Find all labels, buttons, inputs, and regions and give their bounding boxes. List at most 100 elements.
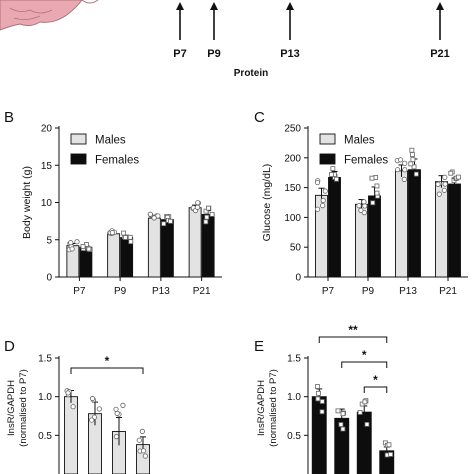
significance-label: * [362,348,367,362]
legend-label: Females [95,155,139,167]
data-point [161,221,167,227]
data-point [320,197,326,203]
data-point [315,384,320,389]
y-tick-label: 250 [284,124,301,135]
x-tick-label: P7 [322,286,335,297]
data-point [314,206,321,212]
bar [355,203,368,278]
y-axis-label: Glucose (mg/dL) [261,164,273,242]
data-point [206,205,211,211]
data-point [142,453,148,459]
bar [435,181,448,278]
data-point [330,166,336,172]
data-point [147,211,153,217]
data-point [362,399,368,405]
y-tick-label: 0.5 [38,431,52,442]
data-point [402,167,408,173]
data-point [338,422,344,427]
data-point [364,421,370,427]
timeline-arrow-head [286,2,294,10]
data-point [374,183,380,189]
data-point [114,410,120,417]
data-point [194,204,201,210]
significance-label: * [373,373,378,387]
legend-swatch [319,153,336,165]
data-point [334,176,339,182]
data-point [386,442,392,448]
data-point [320,203,326,209]
data-point [80,244,86,249]
y-tick-label: 100 [284,213,301,224]
bar [328,177,341,278]
y-tick-label: 15 [41,161,53,172]
panel-c: C 0 50 100 150 200 250 Glucose (mg/dL) P7 P9 P13 P2… [254,109,468,297]
x-tick-label: P13 [152,286,170,297]
data-point [139,428,145,434]
data-point [168,218,173,224]
x-tick-label: P13 [399,286,417,297]
data-point [140,448,147,454]
data-point [388,452,394,457]
y-axis-label: InsR/GAPDH [6,380,17,436]
y-axis-label: InsR/GAPDH [256,380,267,436]
significance-bracket [341,361,388,368]
bar [160,219,174,278]
data-point [370,200,376,206]
significance-label: ** [348,323,358,337]
x-tick-label: P9 [362,286,375,297]
y-tick-label: 1.5 [38,354,52,365]
y-tick-label: 1.0 [287,392,301,403]
data-point [335,408,341,414]
data-point [369,175,375,181]
timeline-label: P21 [430,48,450,60]
bar [448,183,461,278]
y-tick-label: 0 [46,273,52,284]
data-point [398,157,404,163]
data-point [329,172,334,177]
timeline-arrow-head [176,2,184,10]
data-point [151,215,157,221]
data-point [319,409,325,415]
bar [188,207,202,278]
timeline-arrow-head [436,2,444,10]
data-point [408,161,414,167]
data-point [374,190,380,196]
data-point [409,152,415,157]
data-point [109,230,115,236]
y-tick-label: 10 [41,198,53,209]
data-point [136,437,142,443]
data-point [122,235,128,240]
data-point [340,411,346,417]
y-tick-label: 150 [284,183,301,194]
y-tick-label: 1.5 [287,354,301,365]
data-point [357,410,363,415]
panel-letter: C [254,109,265,126]
bar [368,195,381,278]
bar [356,411,372,474]
data-point [356,203,362,209]
bar [147,217,161,278]
data-point [113,434,120,440]
bar [395,170,408,278]
y-axis-label: Body weight (g) [21,166,33,239]
data-point [89,417,95,423]
data-point [411,164,417,170]
panel-letter: B [4,109,14,126]
timeline-caption: Protein [234,68,268,79]
data-point [121,230,127,236]
data-point [401,176,407,182]
legend-swatch [70,153,87,165]
panel-d: D 0.5 1.0 1.5 InsR/GAPDH (normalised to P7) * [4,338,150,474]
data-point [65,390,71,396]
y-tick-label: 0 [295,273,301,284]
data-point [68,240,74,246]
significance-bracket [318,336,388,343]
data-point [436,191,442,197]
data-point [402,160,408,166]
data-point [319,399,325,404]
legend-swatch [319,133,336,145]
y-tick-label: 50 [290,243,302,254]
data-point [413,171,419,177]
